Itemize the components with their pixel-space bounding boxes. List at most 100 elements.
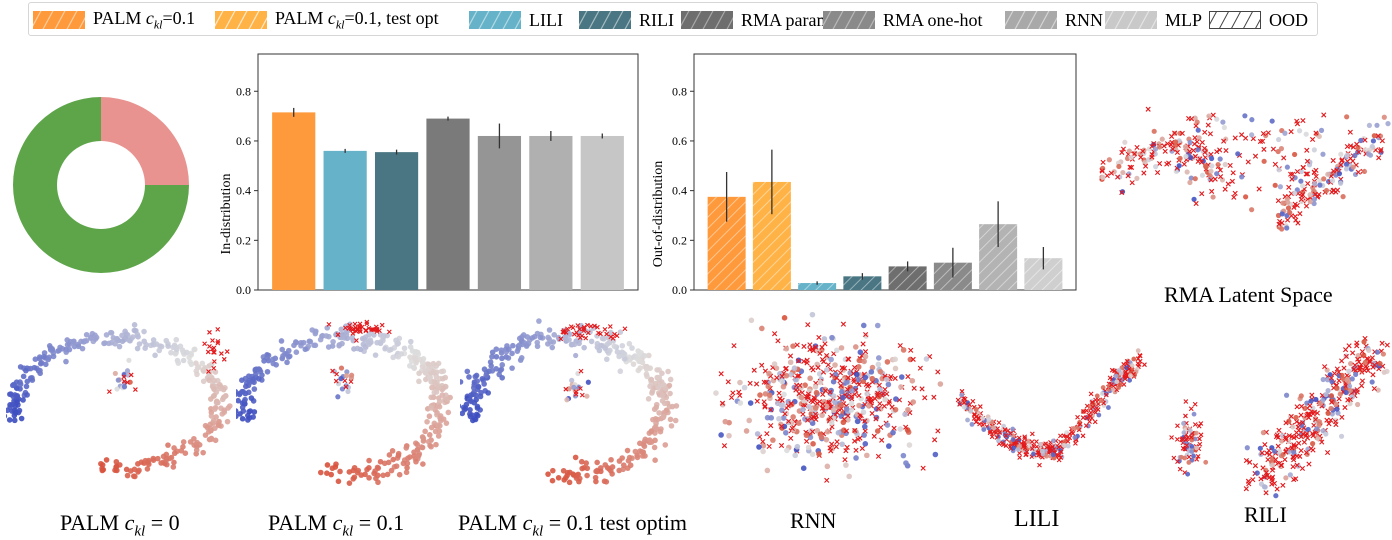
- ood-marker: [1141, 170, 1147, 176]
- ood-marker: [1210, 112, 1216, 118]
- ood-marker: [834, 375, 840, 381]
- scatter-point: [171, 450, 178, 457]
- scatter-point: [1296, 128, 1303, 134]
- scatter-point: [11, 417, 18, 424]
- ood-marker: [911, 385, 917, 391]
- ood-marker: [875, 453, 882, 459]
- ood-marker: [1104, 173, 1110, 179]
- scatter-point: [92, 336, 99, 342]
- scatter-point: [1311, 196, 1318, 202]
- scatter-point: [654, 367, 660, 373]
- scatter-point: [377, 458, 384, 465]
- scatter-point: [1152, 146, 1159, 152]
- scatter-point: [667, 416, 674, 423]
- scatter-point: [643, 371, 650, 378]
- scatter-point: [1156, 144, 1163, 150]
- scatter-point: [186, 354, 192, 361]
- scatter-point: [312, 330, 319, 337]
- scatter-point: [1129, 363, 1135, 368]
- ood-marker: [1309, 392, 1315, 398]
- ood-marker: [1080, 415, 1086, 421]
- scatter-point: [411, 355, 418, 361]
- scatter-point: [1178, 454, 1184, 460]
- scatter-point: [250, 376, 256, 382]
- ood-marker: [1122, 376, 1128, 382]
- scatter-point: [771, 361, 778, 367]
- ood-marker: [892, 375, 898, 381]
- scatter-point: [884, 422, 891, 428]
- ood-marker: [967, 402, 973, 408]
- ood-marker: [1124, 358, 1130, 364]
- scatter-point: [549, 344, 556, 351]
- bar-chart-in-distribution: In-distribution 0.0 0.2 0.4 0.6 0.8: [219, 53, 639, 297]
- scatter-point: [284, 359, 290, 366]
- scatter-point: [413, 350, 420, 357]
- ood-marker: [1151, 141, 1157, 147]
- scatter-point: [668, 423, 675, 429]
- scatter-point: [1292, 190, 1298, 196]
- ood-marker: [959, 388, 965, 394]
- scatter-point: [193, 447, 200, 453]
- ood-marker: [1330, 168, 1337, 174]
- scatter-point: [437, 413, 444, 419]
- scatter-point: [113, 336, 119, 343]
- scatter-point: [1293, 414, 1299, 421]
- scatter-point: [469, 417, 476, 424]
- scatter-point: [1277, 184, 1283, 190]
- scatter-point: [835, 430, 842, 436]
- ood-marker: [1297, 211, 1303, 217]
- scatter-point: [489, 353, 495, 360]
- ood-marker: [1081, 409, 1086, 414]
- scatter-point: [168, 349, 174, 356]
- scatter-point: [372, 352, 379, 358]
- scatter-point: [598, 342, 604, 349]
- ood-marker: [1022, 436, 1028, 441]
- scatter-point: [428, 394, 434, 401]
- ood-marker: [1021, 441, 1027, 447]
- scatter-point: [561, 477, 567, 483]
- scatter-point: [395, 450, 402, 457]
- legend-item-rnn: RNN: [1005, 8, 1103, 32]
- caption-rili: RILI: [1244, 502, 1287, 527]
- scatter-point: [1316, 418, 1322, 425]
- scatter-point: [546, 327, 553, 333]
- scatter-point: [816, 371, 823, 377]
- scatter-point: [1249, 207, 1255, 213]
- scatter-point: [1287, 472, 1293, 478]
- ood-marker: [211, 365, 217, 371]
- y-tick-label: 0.6: [672, 134, 687, 148]
- scatter-point: [875, 361, 882, 368]
- legend-swatch-rili: [579, 11, 631, 29]
- ood-marker: [1162, 148, 1168, 154]
- ood-marker: [1212, 176, 1218, 182]
- ood-marker: [1197, 441, 1203, 447]
- scatter-point: [107, 329, 114, 336]
- ood-marker: [1199, 191, 1205, 197]
- ood-marker: [1384, 342, 1390, 348]
- scatter-point: [23, 383, 30, 390]
- ood-marker: [843, 428, 850, 434]
- scatter-point: [236, 397, 241, 404]
- legend-item-rma-one-hot: RMA one-hot: [823, 8, 983, 32]
- scatter-point: [884, 359, 891, 365]
- scatter-point: [237, 411, 243, 417]
- scatter-point: [1306, 162, 1313, 168]
- scatter-point: [968, 408, 974, 414]
- ood-marker: [1075, 414, 1080, 420]
- ood-marker: [782, 411, 788, 417]
- ood-marker: [920, 465, 926, 471]
- scatter-point: [510, 342, 516, 349]
- scatter-point: [413, 360, 419, 366]
- ood-marker: [833, 444, 839, 450]
- scatter-point: [1126, 171, 1132, 177]
- ood-marker: [803, 438, 810, 444]
- scatter-point: [790, 414, 796, 420]
- ood-marker: [1242, 135, 1249, 141]
- ood-marker: [1292, 201, 1298, 207]
- scatter-point: [429, 384, 435, 391]
- scatter-point: [821, 336, 828, 342]
- scatter-point: [270, 356, 276, 363]
- scatter-point: [1311, 200, 1317, 207]
- scatter-point: [1324, 367, 1330, 373]
- scatter-point: [1375, 387, 1381, 393]
